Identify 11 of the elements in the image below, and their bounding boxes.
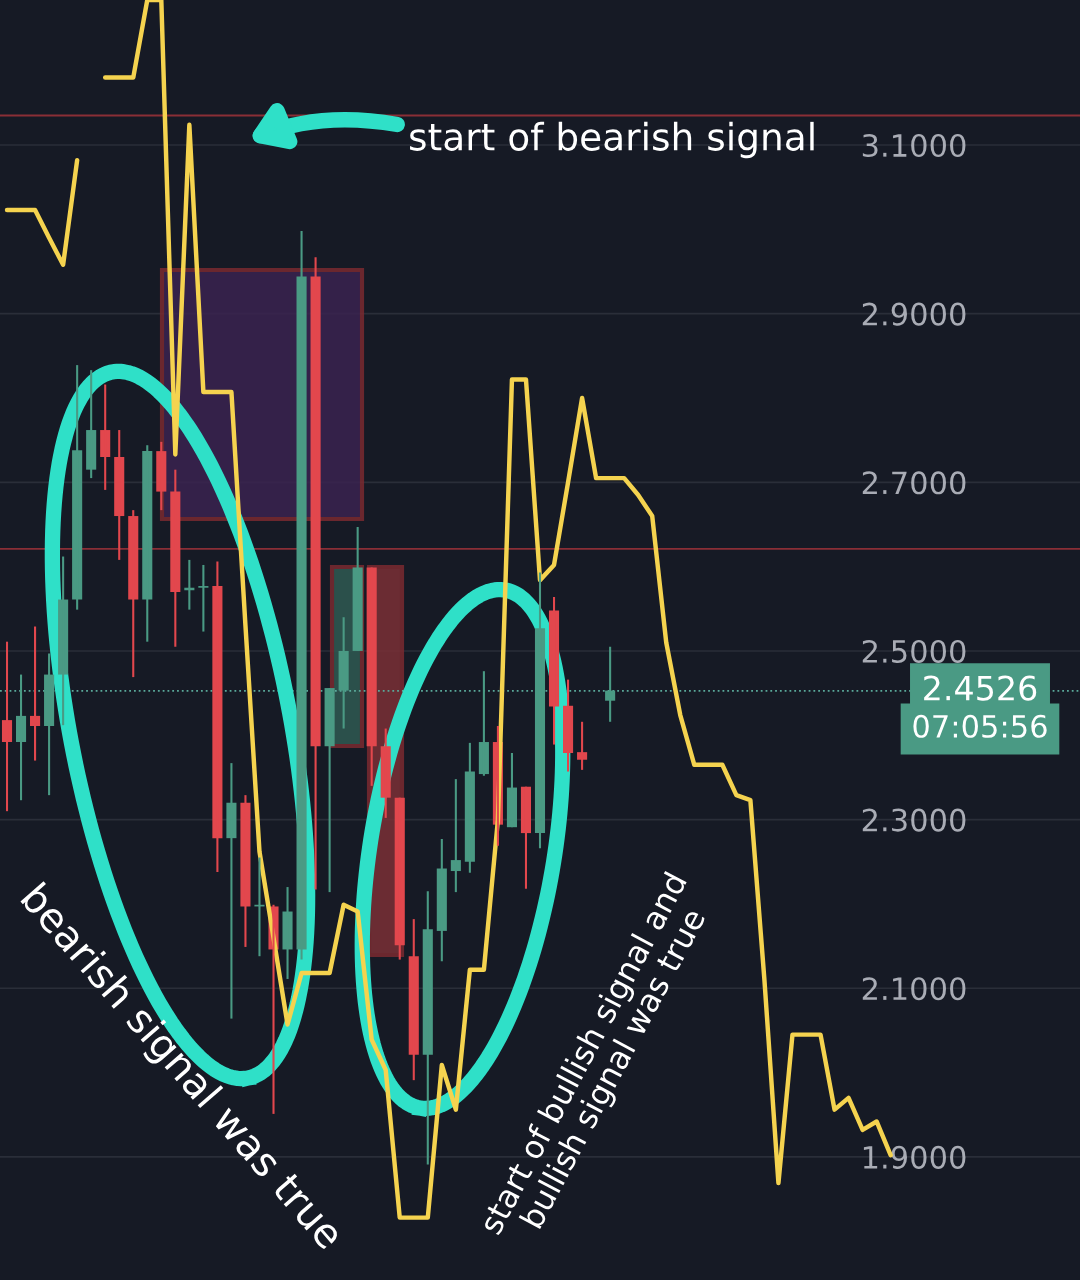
annotation: start of bearish signal	[410, 121, 814, 159]
y-tick-label: 3.1000	[862, 133, 966, 158]
annotation: 07:05:56	[913, 714, 1047, 738]
y-tick-label: 1.9000	[863, 1145, 966, 1169]
y-tick-label: 2.9000	[862, 302, 966, 326]
y-tick-label: 2.3000	[862, 808, 966, 832]
annotation: 2.4526	[924, 675, 1037, 701]
candlestick	[198, 563, 209, 633]
y-tick-label: 2.7000	[862, 471, 966, 495]
y-tick-label: 2.5000	[862, 639, 966, 664]
y-tick-label: 2.1000	[862, 977, 966, 1001]
